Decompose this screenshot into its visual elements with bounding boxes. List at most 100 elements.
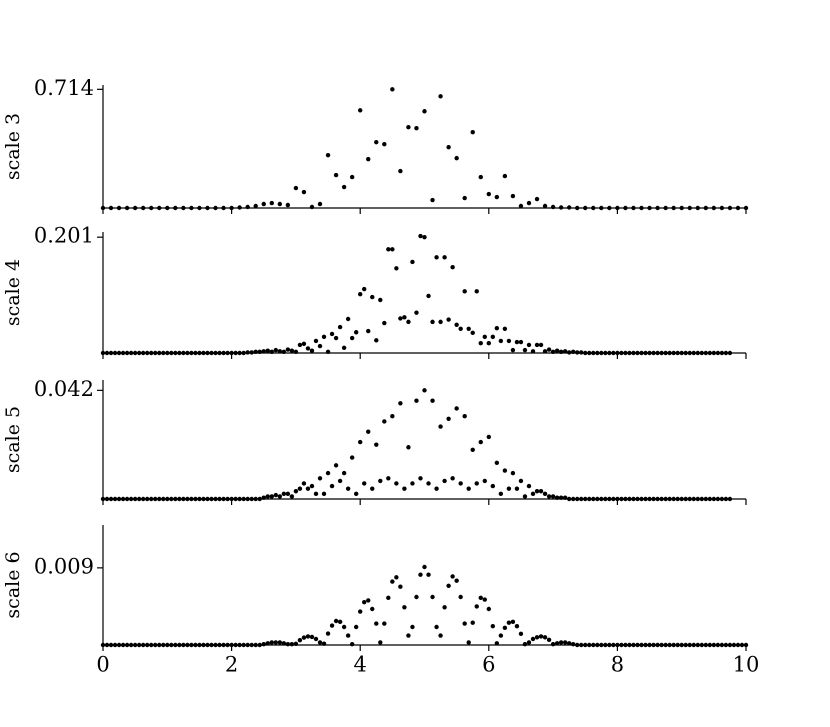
point: [325, 349, 331, 355]
point: [607, 350, 612, 356]
point: [639, 350, 644, 356]
point: [510, 619, 516, 625]
point: [442, 605, 447, 610]
point: [542, 349, 548, 354]
point: [474, 289, 479, 294]
point: [434, 624, 439, 630]
point: [687, 350, 692, 356]
point: [695, 205, 700, 211]
point: [289, 348, 295, 353]
point: [197, 350, 202, 356]
point: [643, 496, 648, 502]
point: [575, 350, 580, 355]
point: [269, 494, 274, 499]
point: [289, 494, 295, 499]
point: [177, 496, 182, 502]
point: [128, 642, 134, 648]
point: [333, 618, 339, 624]
point: [197, 642, 202, 648]
point: [591, 496, 596, 502]
point: [325, 631, 331, 636]
point: [213, 205, 218, 211]
point: [112, 496, 118, 502]
point: [165, 205, 170, 211]
point: [546, 494, 552, 499]
point: [261, 201, 266, 207]
point: [526, 200, 532, 206]
point: [498, 338, 504, 344]
point: [526, 342, 532, 348]
point: [470, 620, 475, 625]
point: [679, 350, 684, 356]
point: [522, 494, 528, 499]
point: [398, 584, 403, 589]
point: [366, 429, 371, 434]
point: [502, 326, 508, 331]
point: [309, 483, 315, 489]
point: [466, 326, 471, 331]
point: [558, 640, 564, 645]
x-tick-label: 0: [96, 653, 109, 677]
point: [132, 350, 138, 356]
point: [253, 349, 258, 355]
point: [663, 205, 668, 211]
point: [707, 496, 713, 502]
point: [506, 620, 512, 625]
point: [554, 495, 560, 500]
point: [229, 350, 234, 356]
point: [173, 205, 178, 211]
point: [603, 350, 608, 356]
point: [362, 481, 367, 486]
point: [285, 202, 291, 208]
point: [317, 640, 323, 645]
point: [394, 575, 399, 580]
point: [205, 642, 210, 648]
point: [478, 341, 483, 346]
point: [185, 350, 190, 356]
point: [402, 315, 407, 320]
point: [225, 642, 230, 648]
point: [177, 350, 182, 356]
point: [317, 476, 323, 481]
point: [281, 641, 287, 646]
point: [358, 609, 363, 614]
point: [727, 350, 733, 356]
point: [583, 496, 588, 502]
point: [173, 496, 178, 502]
point: [305, 346, 311, 351]
point: [422, 109, 427, 114]
point: [132, 642, 138, 648]
point: [237, 496, 242, 502]
point: [149, 205, 154, 211]
point: [366, 598, 371, 603]
point: [583, 350, 588, 356]
point: [169, 350, 174, 356]
point: [321, 641, 327, 646]
point: [659, 350, 664, 356]
point: [418, 572, 423, 577]
point: [209, 642, 214, 648]
point: [241, 496, 246, 502]
point: [691, 496, 696, 502]
point: [494, 641, 500, 646]
point: [422, 388, 427, 393]
point: [217, 642, 222, 648]
x-tick-label: 10: [733, 653, 760, 677]
point: [703, 642, 709, 648]
point: [494, 326, 500, 331]
point: [530, 349, 536, 354]
point: [269, 200, 274, 206]
point: [153, 642, 158, 648]
point: [386, 476, 391, 481]
point: [546, 347, 552, 352]
point: [349, 335, 355, 341]
point: [181, 350, 186, 356]
point: [691, 642, 696, 648]
point: [530, 491, 536, 497]
point: [603, 642, 608, 648]
point: [542, 203, 548, 209]
point: [719, 205, 725, 211]
point: [639, 205, 644, 211]
point: [558, 495, 564, 500]
point: [237, 642, 242, 648]
